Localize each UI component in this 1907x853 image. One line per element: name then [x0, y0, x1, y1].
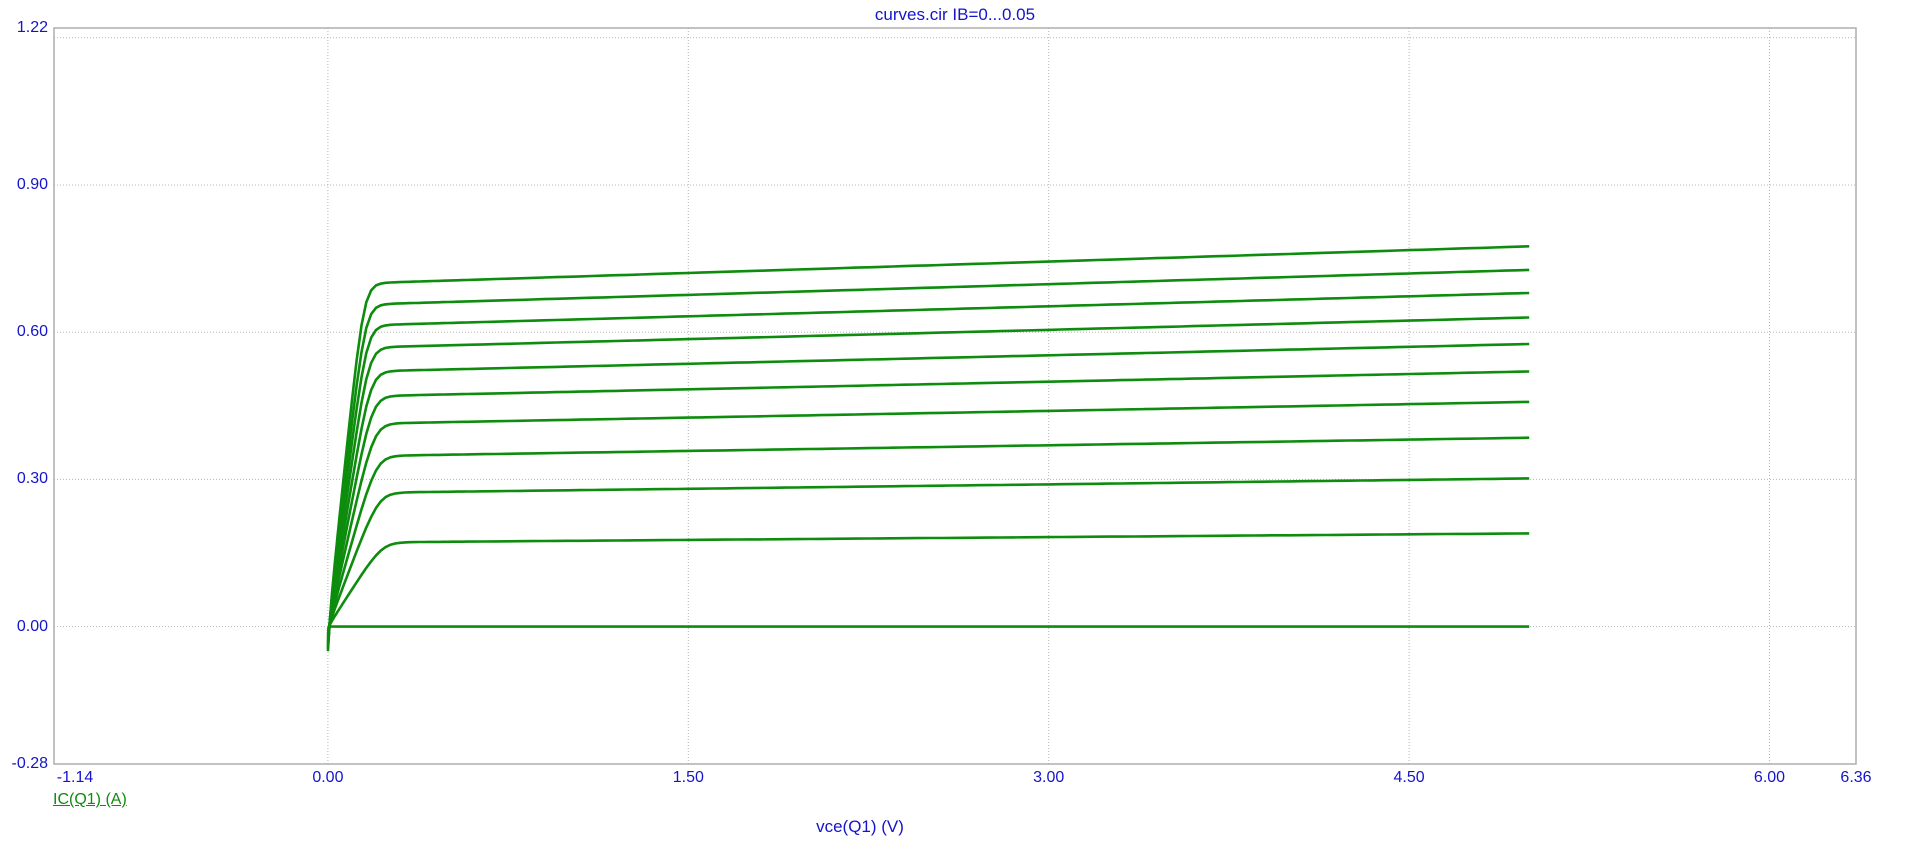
- x-tick-label-1.50: 1.50: [672, 769, 704, 786]
- ic-curve-IB=0.005: [326, 532, 1530, 630]
- trace-legend-ic-q1[interactable]: IC(Q1) (A): [53, 791, 127, 808]
- chart-title: curves.cir IB=0...0.05: [874, 5, 1036, 24]
- x-tick-label--1.14: -1.14: [56, 769, 94, 786]
- ic-curve-IB=0.010: [326, 477, 1530, 632]
- y-tick-label-0.30: 0.30: [16, 470, 48, 488]
- ic-curve-IB=0.020: [326, 400, 1530, 637]
- ic-curve-IB=0.045: [326, 268, 1530, 649]
- y-tick-label--0.28: -0.28: [11, 755, 48, 772]
- y-tick-label-0.60: 0.60: [16, 323, 48, 341]
- plot-frame: [53, 27, 1857, 765]
- x-tick-label-0.00: 0.00: [312, 769, 344, 786]
- x-tick-label-3.00: 3.00: [1033, 769, 1065, 786]
- ic-curves: [326, 245, 1530, 652]
- ic-curve-IB=0.015: [326, 436, 1530, 635]
- plot-border: [53, 27, 1857, 765]
- ic-curve-IB=0.030: [326, 342, 1530, 642]
- x-tick-label-6.00: 6.00: [1753, 769, 1786, 786]
- y-tick-label-0.90: 0.90: [16, 176, 48, 193]
- ic-curve-IB=0.035: [326, 316, 1530, 644]
- gridlines: [54, 28, 1856, 764]
- ic-curve-IB=0.050: [326, 245, 1530, 652]
- ic-curve-IB=0.025: [326, 370, 1530, 640]
- x-tick-label-6.36: 6.36: [1840, 769, 1872, 786]
- x-tick-label-4.50: 4.50: [1393, 769, 1425, 786]
- x-axis-title: vce(Q1) (V): [816, 817, 904, 836]
- y-tick-label-1.22: 1.22: [16, 19, 48, 36]
- ic-curve-IB=0.040: [326, 291, 1530, 647]
- y-tick-label-0.00: 0.00: [16, 617, 48, 635]
